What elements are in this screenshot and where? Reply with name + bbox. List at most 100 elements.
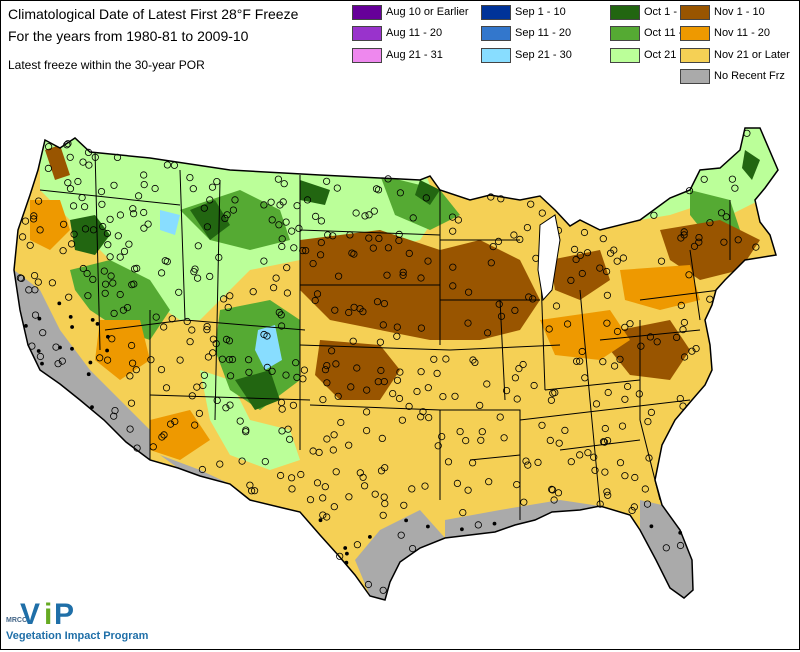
station-marker (464, 288, 473, 296)
station-marker (576, 251, 584, 259)
map-subtitle: Latest freeze within the 30-year POR (8, 58, 205, 72)
station-marker (601, 468, 609, 476)
station-marker (302, 247, 310, 255)
station-marker (158, 433, 166, 441)
station-marker (66, 153, 74, 161)
station-marker (101, 289, 109, 297)
station-marker (570, 245, 579, 253)
station-marker (215, 253, 223, 262)
station-marker (236, 417, 244, 425)
station-marker (453, 479, 461, 487)
station-marker (157, 365, 166, 374)
station-marker (393, 323, 401, 331)
station-marker (70, 346, 74, 351)
station-marker (621, 323, 629, 331)
station-marker (295, 224, 303, 232)
station-marker (218, 355, 226, 363)
station-marker (226, 401, 234, 409)
station-marker (206, 272, 214, 280)
station-marker (213, 178, 221, 186)
station-marker (317, 239, 325, 247)
station-marker (619, 254, 628, 262)
station-marker (319, 395, 327, 404)
station-marker (695, 234, 703, 242)
station-marker (39, 329, 47, 337)
station-marker (52, 343, 60, 351)
station-marker (44, 164, 53, 172)
station-marker (362, 426, 371, 435)
station-marker (89, 275, 97, 283)
station-marker (133, 444, 141, 452)
station-marker (319, 494, 327, 502)
station-marker (464, 486, 472, 494)
station-marker (278, 427, 286, 435)
zone-nofrz-arizona (160, 455, 230, 484)
station-marker (343, 546, 348, 550)
station-marker (160, 431, 168, 439)
station-marker (628, 506, 636, 515)
lake-michigan-water (537, 214, 561, 302)
station-marker (119, 306, 128, 314)
station-marker (57, 301, 62, 306)
station-marker (400, 501, 408, 509)
station-marker (599, 235, 607, 243)
station-marker (99, 222, 107, 231)
station-marker (439, 392, 447, 401)
station-marker (222, 335, 231, 343)
station-marker (221, 214, 229, 222)
station-marker (330, 503, 338, 511)
station-marker (613, 257, 621, 265)
legend-label: No Recent Frz (714, 70, 785, 82)
station-marker (496, 413, 504, 421)
station-marker (567, 458, 575, 466)
station-marker (630, 503, 638, 511)
zone-sep21-colorado (255, 325, 282, 370)
station-marker (345, 441, 353, 449)
station-marker (63, 141, 71, 149)
station-marker (188, 392, 196, 400)
station-marker (288, 227, 296, 235)
station-marker (516, 235, 524, 243)
station-marker (224, 303, 232, 311)
station-marker (468, 459, 477, 467)
station-marker (199, 381, 207, 390)
station-marker (384, 175, 392, 183)
legend-swatch (481, 26, 511, 41)
station-marker (734, 236, 742, 244)
station-marker (552, 302, 561, 310)
station-marker (251, 487, 259, 495)
legend-swatch (352, 26, 382, 41)
station-marker (547, 396, 556, 404)
station-marker (188, 326, 196, 334)
station-marker (603, 291, 612, 299)
station-marker (116, 211, 125, 219)
station-marker (344, 551, 349, 556)
legend-label: Aug 10 or Earlier (386, 6, 469, 18)
station-marker (603, 319, 611, 327)
station-marker (297, 470, 305, 479)
station-marker (129, 205, 137, 213)
station-marker (194, 274, 202, 282)
station-marker (603, 488, 611, 496)
station-marker (520, 498, 528, 506)
station-marker (360, 482, 369, 490)
station-marker (133, 264, 141, 272)
station-marker (113, 153, 122, 161)
station-marker (464, 319, 472, 327)
station-marker (126, 425, 134, 433)
station-marker (379, 511, 387, 519)
station-marker (144, 220, 152, 228)
station-marker (623, 382, 632, 391)
station-marker (393, 332, 401, 340)
station-marker (110, 181, 118, 189)
station-marker (323, 361, 331, 370)
station-marker (331, 306, 339, 314)
station-marker (513, 395, 521, 403)
station-marker (363, 386, 371, 394)
station-marker (376, 338, 384, 346)
station-marker (289, 401, 297, 409)
station-marker (26, 241, 34, 249)
station-marker (377, 366, 385, 375)
station-marker (171, 417, 179, 426)
